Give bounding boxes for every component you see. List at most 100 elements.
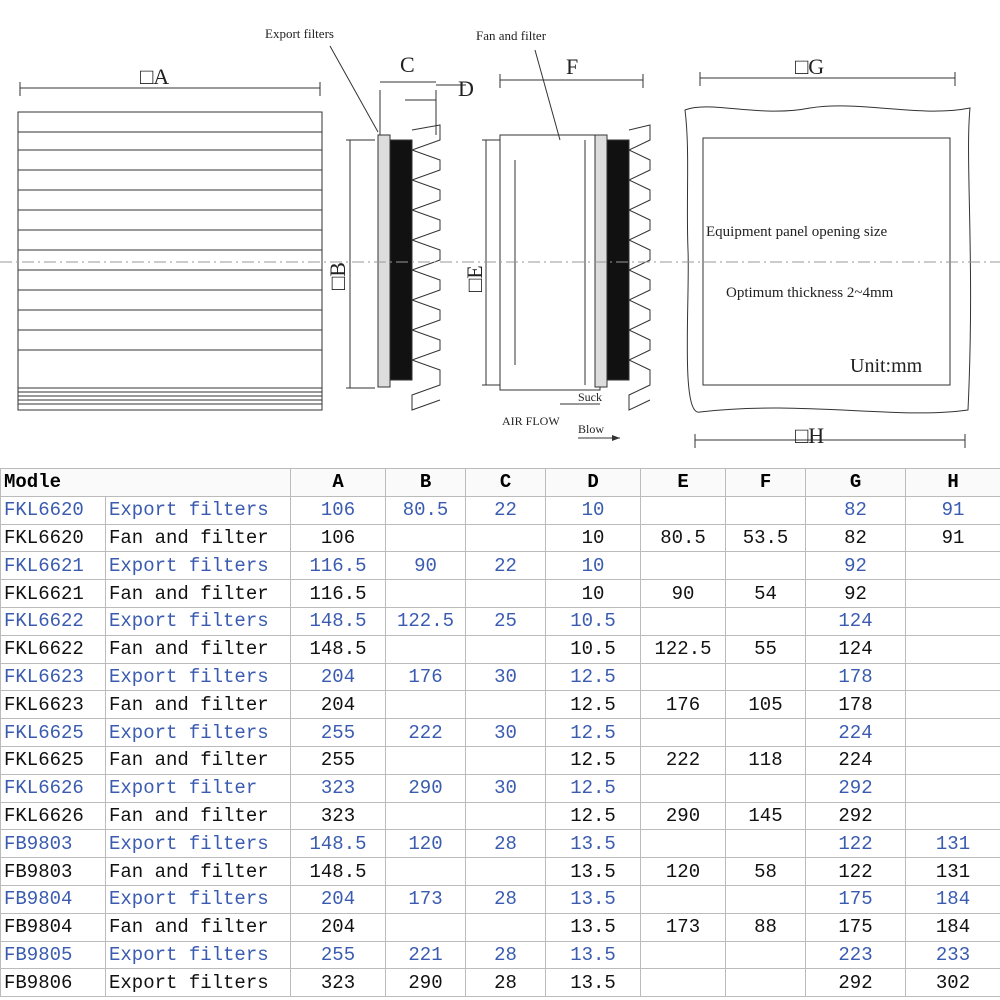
empty-cell: [465, 579, 547, 608]
cell: 323: [290, 773, 387, 803]
cell: 53.5: [725, 523, 807, 553]
label: □A: [140, 64, 169, 89]
cell: 204: [290, 690, 387, 720]
cell: 222: [640, 745, 727, 775]
table-row: FKL6620 Export filters 106 80.5 22 10 82 91: [0, 495, 1000, 525]
table-row: FB9804 Export filters 204 173 28 13.5 175 184: [0, 884, 1000, 914]
cell: FKL6623: [0, 662, 106, 692]
cell: Export filters: [104, 940, 292, 970]
cell: 105: [725, 690, 807, 720]
empty-cell: [640, 968, 727, 998]
cell: 80.5: [385, 495, 467, 525]
empty-cell: [385, 857, 467, 886]
cell: 118: [725, 745, 807, 775]
cell: 13.5: [545, 857, 642, 886]
empty-cell: [465, 690, 547, 720]
cell: 12.5: [545, 718, 642, 747]
header-row: Modle A B C D E F G H: [0, 468, 1000, 497]
cell: FKL6621: [0, 579, 106, 608]
empty-cell: [905, 551, 1000, 581]
empty-cell: [905, 745, 1000, 775]
cell: 28: [465, 884, 547, 914]
cell: FKL6626: [0, 801, 106, 831]
cell: Export filters: [104, 968, 292, 998]
table-row: FKL6625 Export filters 255 222 30 12.5 224: [0, 718, 1000, 747]
cell: 176: [385, 662, 467, 692]
cell: 255: [290, 745, 387, 775]
label: Unit:mm: [850, 355, 923, 377]
cell: 30: [465, 773, 547, 803]
cell: Export filter: [104, 773, 292, 803]
cell: 10: [545, 551, 642, 581]
cell: Export filters: [104, 662, 292, 692]
empty-cell: [465, 634, 547, 664]
empty-cell: [905, 718, 1000, 747]
cell: 124: [805, 634, 907, 664]
empty-cell: [905, 801, 1000, 831]
cell: 22: [465, 551, 547, 581]
cell: 13.5: [545, 968, 642, 998]
cell: 175: [805, 912, 907, 942]
cell: 106: [290, 495, 387, 525]
label: C: [400, 52, 415, 77]
label: Equipment panel opening size: [706, 224, 888, 240]
empty-cell: [905, 634, 1000, 664]
cell: 92: [805, 551, 907, 581]
cell: 184: [905, 884, 1000, 914]
header-cell: A: [290, 468, 387, 497]
empty-cell: [640, 718, 727, 747]
cell: 290: [640, 801, 727, 831]
cell: 178: [805, 662, 907, 692]
table-row: FKL6625 Fan and filter 255 12.5 222 118 224: [0, 745, 1000, 775]
table-row: FKL6622 Fan and filter 148.5 10.5 122.5 55 124: [0, 634, 1000, 664]
cell: 88: [725, 912, 807, 942]
table-row: FKL6623 Export filters 204 176 30 12.5 178: [0, 662, 1000, 692]
cell: 122.5: [385, 606, 467, 636]
label: Export filters: [265, 26, 334, 41]
cell: 116.5: [290, 579, 387, 608]
cell: FB9804: [0, 884, 106, 914]
cell: 122: [805, 829, 907, 859]
table-row: FKL6626 Export filter 323 290 30 12.5 292: [0, 773, 1000, 803]
cell: 30: [465, 718, 547, 747]
cell: 92: [805, 579, 907, 608]
empty-cell: [725, 829, 807, 859]
cell: 106: [290, 523, 387, 553]
cell: 204: [290, 884, 387, 914]
cell: 323: [290, 801, 387, 831]
empty-cell: [905, 579, 1000, 608]
cell: 224: [805, 745, 907, 775]
empty-cell: [905, 606, 1000, 636]
cell: FB9803: [0, 857, 106, 886]
cell: 233: [905, 940, 1000, 970]
empty-cell: [725, 551, 807, 581]
cell: 28: [465, 968, 547, 998]
cell: 13.5: [545, 884, 642, 914]
cell: Fan and filter: [104, 857, 292, 886]
empty-cell: [385, 579, 467, 608]
label: □G: [795, 54, 824, 79]
table-row: FB9806 Export filters 323 290 28 13.5 292 302: [0, 968, 1000, 998]
empty-cell: [905, 773, 1000, 803]
cell: Fan and filter: [104, 579, 292, 608]
cell: 10.5: [545, 606, 642, 636]
cell: 122.5: [640, 634, 727, 664]
cell: 323: [290, 968, 387, 998]
cell: 204: [290, 662, 387, 692]
cell: 12.5: [545, 745, 642, 775]
cell: 178: [805, 690, 907, 720]
cell: 91: [905, 523, 1000, 553]
cell: 28: [465, 940, 547, 970]
cell: 80.5: [640, 523, 727, 553]
header-cell: B: [385, 468, 467, 497]
header-cell: G: [805, 468, 907, 497]
cell: Export filters: [104, 718, 292, 747]
empty-cell: [640, 662, 727, 692]
empty-cell: [385, 634, 467, 664]
empty-cell: [905, 662, 1000, 692]
table-row: FB9803 Export filters 148.5 120 28 13.5 122 131: [0, 829, 1000, 859]
empty-cell: [725, 662, 807, 692]
cell: 222: [385, 718, 467, 747]
cell: 173: [640, 912, 727, 942]
